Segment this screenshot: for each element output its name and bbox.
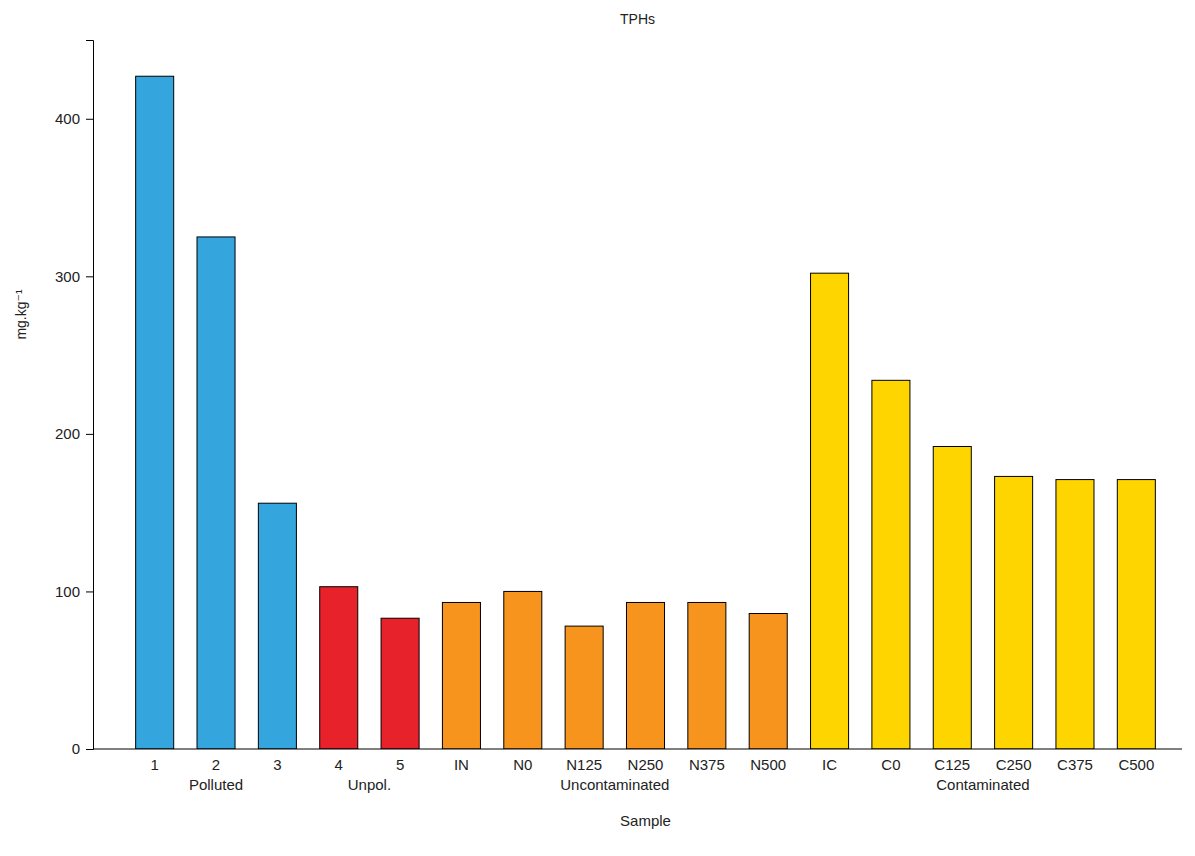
y-tick-label: 300 [55, 268, 80, 285]
x-tick: C125 [934, 756, 970, 773]
y-tick: 300 [55, 268, 93, 285]
x-tick-label: C375 [1057, 756, 1093, 773]
bar [442, 602, 480, 749]
x-tick: 1 [151, 756, 159, 773]
bar [1117, 480, 1155, 749]
y-axis-title: mg.kg⁻¹ [13, 289, 29, 340]
x-tick-label: 4 [335, 756, 343, 773]
x-tick-label: N0 [513, 756, 532, 773]
x-tick-label: C125 [934, 756, 970, 773]
bar [320, 587, 358, 749]
x-tick-label: IC [822, 756, 837, 773]
x-tick-label: C0 [881, 756, 900, 773]
group-label: Contaminated [936, 776, 1029, 793]
x-tick-label: IN [454, 756, 469, 773]
bar [749, 614, 787, 749]
y-tick: 0 [72, 740, 93, 757]
x-tick: N125 [566, 756, 602, 773]
bar [504, 591, 542, 749]
y-axis: 0 100 200 300 400 [55, 41, 94, 758]
x-tick-label: 2 [212, 756, 220, 773]
x-tick-label: C250 [996, 756, 1032, 773]
x-tick-label: C500 [1118, 756, 1154, 773]
x-tick: 5 [396, 756, 404, 773]
bar [258, 503, 296, 749]
y-tick-mark [86, 749, 93, 750]
y-tick-mark [86, 591, 93, 592]
chart: TPHs 0 100 200 300 400 mg.kg⁻¹ 1 2 3 4 5 IN N0 N125 N25… [0, 0, 1195, 856]
x-axis-line [93, 749, 1182, 750]
x-tick: C375 [1057, 756, 1093, 773]
x-tick-label: 3 [273, 756, 281, 773]
x-tick: 4 [335, 756, 343, 773]
x-tick-label: N375 [689, 756, 725, 773]
y-tick: 400 [55, 110, 93, 127]
x-tick: N500 [750, 756, 786, 773]
x-tick: IC [822, 756, 837, 773]
x-tick: C0 [881, 756, 900, 773]
x-tick-label: N250 [628, 756, 664, 773]
bar [1056, 480, 1094, 749]
x-tick: N250 [628, 756, 664, 773]
x-tick-label: N500 [750, 756, 786, 773]
x-tick: C250 [996, 756, 1032, 773]
y-tick: 200 [55, 425, 93, 442]
bar [626, 602, 664, 749]
y-tick: 100 [55, 583, 93, 600]
bar [381, 618, 419, 749]
y-tick-mark [86, 119, 93, 120]
x-tick-label: N125 [566, 756, 602, 773]
x-tick-label: 1 [151, 756, 159, 773]
x-tick: IN [454, 756, 469, 773]
x-axis: 1 2 3 4 5 IN N0 N125 N250 N375 N500 IC C0 C125 C250 C37… [93, 749, 1182, 773]
x-tick: 2 [212, 756, 220, 773]
bar [688, 602, 726, 749]
bar [136, 76, 174, 749]
y-tick-label: 200 [55, 425, 80, 442]
y-tick-mark [86, 276, 93, 277]
bar [933, 446, 971, 749]
x-axis-title: Sample [620, 812, 671, 829]
y-axis-line [86, 41, 94, 750]
y-tick-mark [86, 434, 93, 435]
bar [197, 237, 235, 749]
group-label: Polluted [189, 776, 243, 793]
x-tick: 3 [273, 756, 281, 773]
bar [872, 380, 910, 749]
group-label: Uncontaminated [560, 776, 669, 793]
x-tick: N0 [513, 756, 532, 773]
y-tick-label: 100 [55, 583, 80, 600]
y-tick-label: 0 [72, 740, 80, 757]
group-label: Unpol. [348, 776, 391, 793]
title: TPHs [620, 11, 655, 27]
bars [136, 76, 1156, 749]
y-tick-label: 400 [55, 110, 80, 127]
bar [565, 626, 603, 749]
x-tick-label: 5 [396, 756, 404, 773]
bar [995, 476, 1033, 749]
x-tick: C500 [1118, 756, 1154, 773]
bar [811, 273, 849, 749]
x-tick: N375 [689, 756, 725, 773]
